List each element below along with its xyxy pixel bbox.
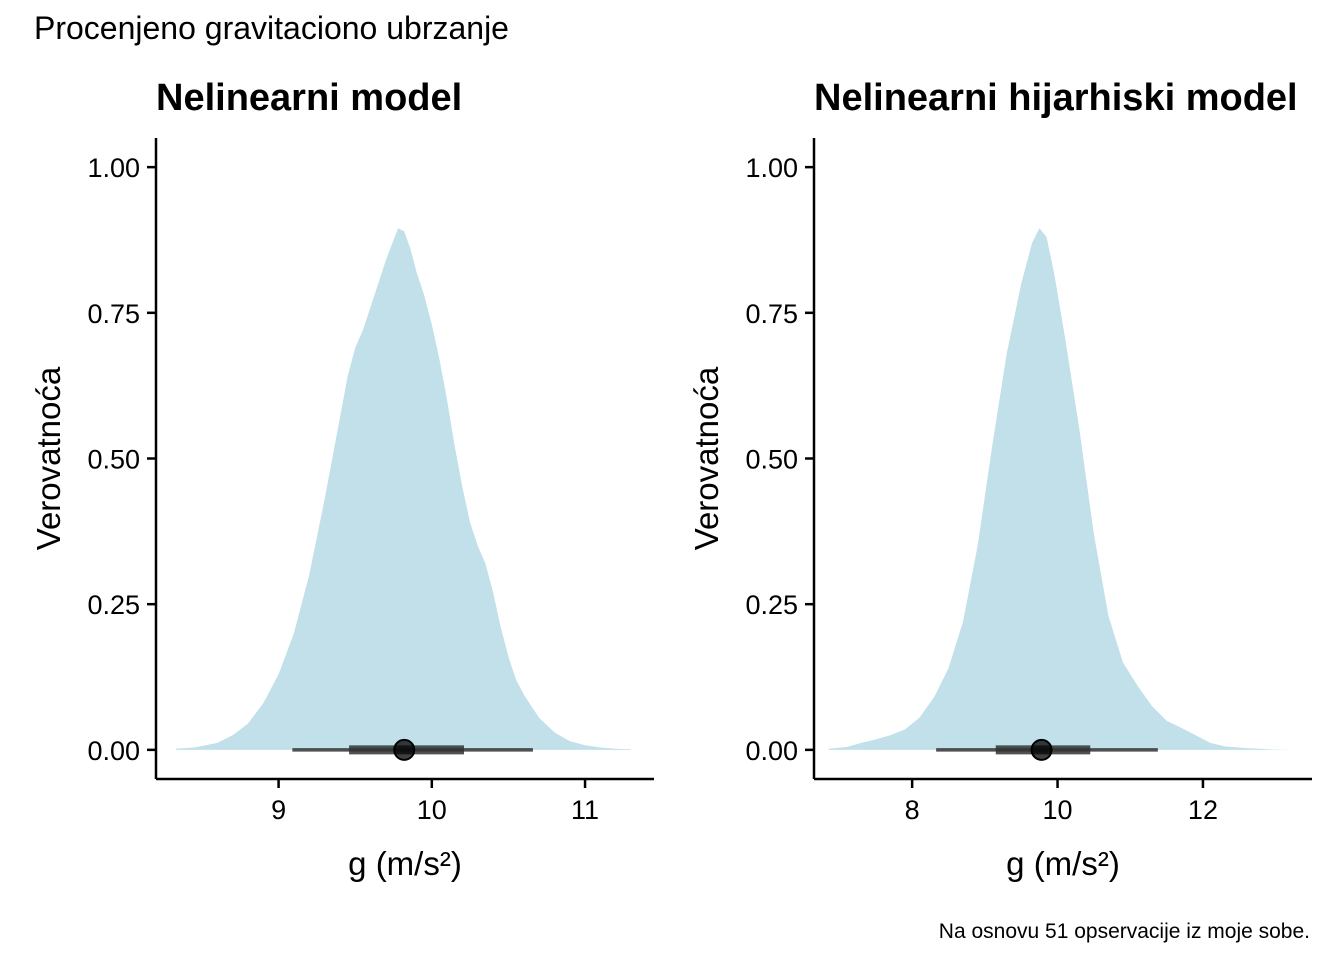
panel-title: Nelinearni hijarhiski model [814, 77, 1298, 119]
x-tick-label: 12 [1188, 795, 1218, 825]
panel-nelinearni-model: Nelinearni model 0.00 0.25 0.50 0.75 1.00 9 10 1… [30, 77, 654, 882]
x-axis-label: g (m/s²) [348, 845, 462, 882]
y-tick-label: 1.00 [87, 153, 140, 183]
y-tick-label: 0.50 [87, 445, 140, 475]
median-point [393, 738, 416, 761]
y-tick-label: 0.25 [745, 590, 798, 620]
y-axis-label: Verovatnoća [688, 366, 725, 550]
panel-nelinearni-hijarhiski-model: Nelinearni hijarhiski model 0.00 0.25 0.50 0… [688, 77, 1312, 882]
x-tick-label: 9 [271, 795, 286, 825]
density-area [175, 228, 631, 750]
figure-caption: Na osnovu 51 opservacije iz moje sobe. [938, 920, 1310, 943]
y-tick-label: 0.50 [745, 445, 798, 475]
y-tick-label: 0.00 [87, 736, 140, 766]
panel-title: Nelinearni model [156, 77, 462, 119]
y-tick-label: 0.25 [87, 590, 140, 620]
x-tick-label: 10 [1043, 795, 1073, 825]
figure-title: Procenjeno gravitaciono ubrzanje [34, 10, 509, 46]
y-tick-label: 0.75 [87, 299, 140, 329]
y-tick-label: 0.75 [745, 299, 798, 329]
x-tick-label: 10 [417, 795, 447, 825]
density-area [828, 228, 1291, 750]
x-tick-label: 11 [571, 795, 599, 825]
y-axis-label: Verovatnoća [30, 366, 67, 550]
x-axis-label: g (m/s²) [1006, 845, 1120, 882]
median-point [1030, 738, 1053, 761]
y-tick-label: 1.00 [745, 153, 798, 183]
x-tick-label: 8 [905, 795, 920, 825]
y-tick-label: 0.00 [745, 736, 798, 766]
